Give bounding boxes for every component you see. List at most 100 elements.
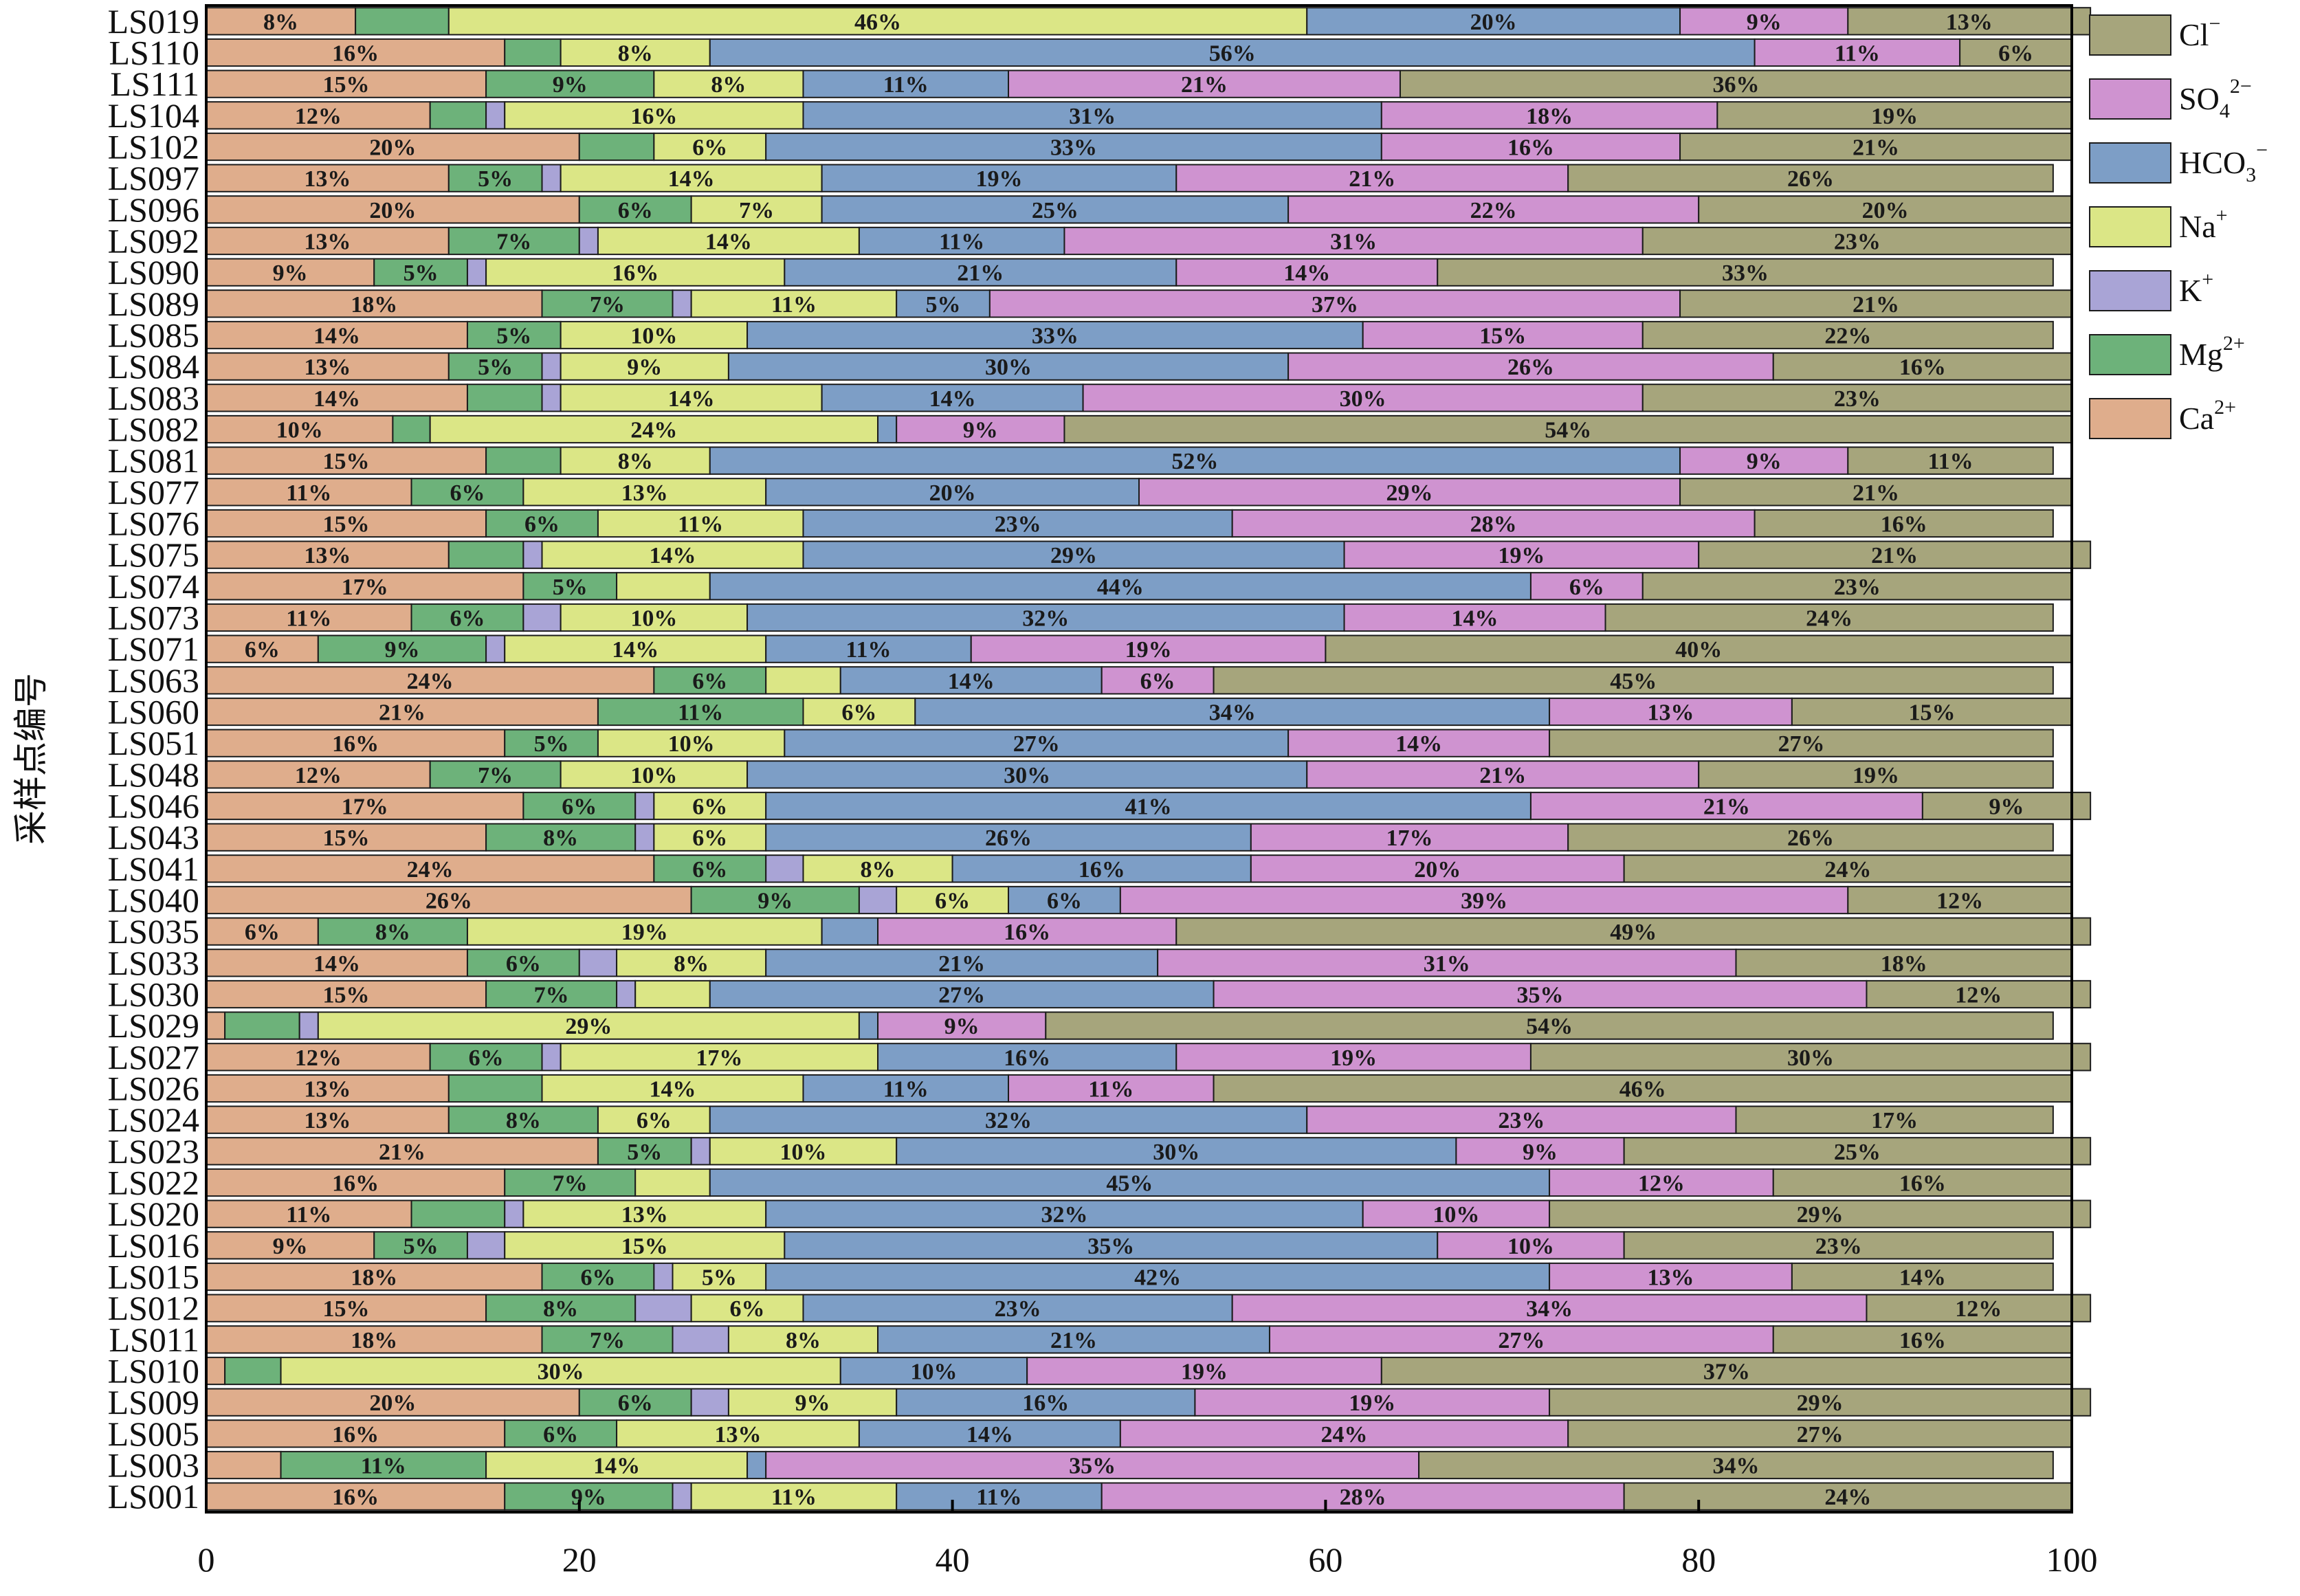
bar-value-label: 21%: [1853, 292, 1899, 318]
bar-value-label: 19%: [1181, 1360, 1228, 1385]
bar-value-label: 5%: [926, 292, 961, 318]
bar-value-label: 15%: [1479, 324, 1526, 349]
bar-segment-cl: [1641, 572, 2072, 601]
category-label: LS010: [108, 1352, 199, 1390]
legend-swatch-mg: [2089, 334, 2171, 375]
bar-value-label: 6%: [692, 135, 727, 161]
bar-value-label: 36%: [1712, 72, 1759, 98]
bar-segment-hco3: [802, 509, 1233, 538]
bar-segment-so4: [1455, 1137, 1625, 1166]
bar-segment-ca: [206, 1325, 543, 1354]
bar-value-label: 9%: [795, 1390, 830, 1416]
category-label: LS040: [108, 881, 199, 920]
bar-value-label: 16%: [1079, 857, 1125, 883]
bar-segment-na: [317, 1011, 860, 1040]
bar-value-label: 14%: [668, 386, 715, 412]
bar-segment-so4: [1213, 979, 1868, 1009]
bar-value-label: 24%: [1321, 1422, 1368, 1448]
bar-value-label: 21%: [1703, 795, 1750, 820]
bar-segment-hco3: [877, 414, 898, 444]
bar-segment-ca: [206, 38, 506, 67]
bar-segment-ca: [206, 101, 431, 130]
bar-value-label: 14%: [313, 951, 360, 977]
bar-segment-ca: [206, 1137, 599, 1166]
bar-segment-mg: [466, 384, 543, 412]
bar-value-label: 5%: [553, 575, 588, 600]
bar-value-label: 10%: [630, 606, 677, 632]
bar-value-label: 8%: [506, 1108, 541, 1133]
bar-value-label: 15%: [323, 983, 370, 1008]
category-label: LS003: [108, 1446, 199, 1485]
bar-segment-cl: [1791, 1262, 2054, 1292]
bar-segment-so4: [1362, 320, 1644, 350]
category-label: LS035: [108, 912, 199, 951]
category-label: LS085: [108, 316, 199, 355]
bar-segment-k: [298, 1011, 319, 1040]
bar-segment-mg: [447, 540, 524, 569]
bar-segment-k: [541, 384, 562, 412]
bar-value-label: 46%: [854, 10, 901, 35]
bar-value-label: 30%: [985, 355, 1032, 380]
bar-segment-na: [802, 854, 953, 883]
bar-value-label: 7%: [478, 763, 513, 788]
bar-segment-na: [522, 1199, 767, 1228]
bar-value-label: 20%: [929, 480, 976, 506]
bar-segment-cl: [1623, 1231, 2054, 1260]
legend-label-hco3: HCO3−: [2179, 139, 2268, 186]
bar-value-label: 19%: [1853, 763, 1899, 788]
bar-value-label: 6%: [637, 1108, 672, 1133]
bar-value-label: 9%: [1747, 10, 1782, 35]
category-label: LS092: [108, 222, 199, 261]
bar-value-label: 14%: [1899, 1265, 1946, 1291]
bar-value-label: 56%: [1209, 41, 1256, 67]
bar-segment-k: [634, 1294, 692, 1322]
bar-segment-na: [653, 132, 767, 162]
bar-segment-k: [541, 1043, 562, 1072]
category-label: LS022: [108, 1164, 199, 1202]
bar-value-label: 6%: [618, 198, 653, 223]
bar-segment-mg: [447, 226, 580, 256]
bar-value-label: 12%: [1955, 983, 2002, 1008]
bar-value-label: 35%: [1087, 1234, 1134, 1259]
bar-segment-cl: [1063, 414, 2072, 444]
bar-segment-hco3: [858, 226, 1065, 256]
bar-segment-ca: [206, 320, 468, 350]
bar-value-label: 9%: [273, 1234, 308, 1259]
bar-segment-mg: [317, 917, 468, 946]
legend-label-ca: Ca2+: [2179, 396, 2236, 436]
bar-segment-mg: [541, 289, 674, 318]
bar-value-label: 5%: [478, 355, 513, 380]
bar-segment-ca: [206, 1388, 580, 1417]
bar-segment-na: [560, 164, 823, 192]
bar-value-label: 6%: [692, 795, 727, 820]
bar-segment-hco3: [951, 854, 1252, 883]
bar-value-label: 10%: [276, 418, 323, 443]
bar-value-label: 8%: [375, 920, 410, 945]
bar-segment-cl: [1791, 697, 2072, 727]
bar-value-label: 46%: [1619, 1077, 1666, 1102]
bar-segment-so4: [877, 917, 1177, 946]
bar-value-label: 20%: [1470, 10, 1517, 35]
bar-value-label: 17%: [1871, 1108, 1918, 1133]
bar-segment-mg: [373, 258, 468, 287]
bar-value-label: 44%: [1097, 575, 1144, 600]
bar-value-label: 11%: [883, 1077, 929, 1102]
bar-value-label: 21%: [1479, 763, 1526, 788]
bar-segment-so4: [1138, 478, 1681, 507]
bar-value-label: 21%: [1181, 72, 1228, 98]
bar-value-label: 13%: [1647, 700, 1694, 726]
bar-value-label: 35%: [1069, 1454, 1116, 1479]
category-label: LS005: [108, 1415, 199, 1453]
category-label: LS009: [108, 1383, 199, 1421]
bar-value-label: 52%: [1171, 449, 1218, 474]
bar-segment-mg: [522, 572, 618, 601]
bar-value-label: 11%: [939, 230, 984, 255]
bar-segment-mg: [485, 69, 655, 98]
bar-segment-ca: [206, 69, 487, 98]
bar-value-label: 14%: [612, 637, 659, 663]
bar-segment-mg: [410, 1199, 506, 1228]
bar-segment-ca: [206, 760, 431, 789]
bar-value-label: 5%: [478, 166, 513, 192]
bar-value-label: 14%: [705, 230, 752, 255]
bar-value-label: 25%: [1834, 1140, 1881, 1165]
